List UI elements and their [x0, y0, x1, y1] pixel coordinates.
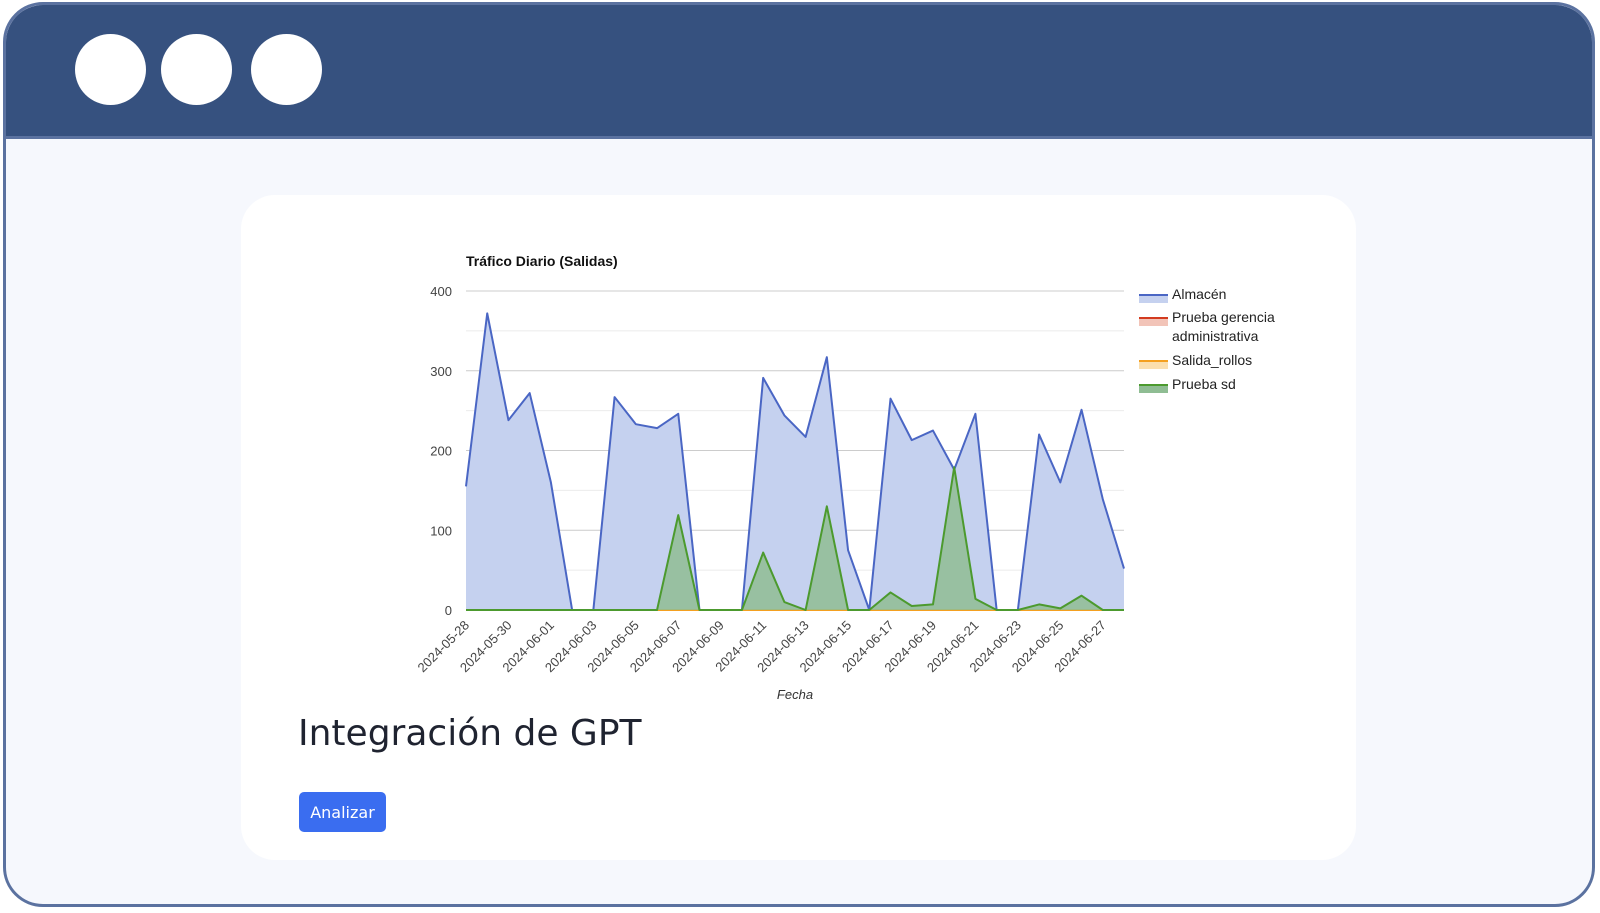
window-dot-icon[interactable] — [161, 34, 232, 105]
chart-title: Tráfico Diario (Salidas) — [466, 253, 618, 269]
traffic-chart: Tráfico Diario (Salidas)0100200300400202… — [414, 253, 1275, 702]
legend-swatch — [1139, 295, 1168, 303]
window-dot-icon[interactable] — [251, 34, 322, 105]
legend-swatch — [1139, 385, 1168, 393]
legend-swatch — [1139, 318, 1168, 326]
browser-window: Tráfico Diario (Salidas) 0 100 200 300 400 202… — [3, 2, 1595, 907]
analyze-button[interactable]: Analizar — [299, 792, 386, 832]
y-tick-label: 100 — [430, 523, 452, 538]
section-title: Integración de GPT — [298, 713, 642, 754]
legend-label: Prueba sd — [1172, 376, 1236, 392]
window-dot-icon[interactable] — [75, 34, 146, 105]
legend-swatch — [1139, 361, 1168, 369]
legend-label: Almacén — [1172, 286, 1226, 302]
content-card: Tráfico Diario (Salidas) 0 100 200 300 400 202… — [241, 195, 1356, 860]
y-tick-label: 300 — [430, 364, 452, 379]
legend-label: Prueba gerencia administrativa — [1172, 309, 1275, 344]
legend-label: Salida_rollos — [1172, 352, 1252, 368]
y-tick-label: 400 — [430, 284, 452, 299]
x-axis-label: Fecha — [777, 687, 813, 702]
y-tick-label: 0 — [445, 603, 452, 618]
y-tick-label: 200 — [430, 444, 452, 459]
series-line — [466, 466, 1124, 611]
window-titlebar — [6, 5, 1592, 139]
